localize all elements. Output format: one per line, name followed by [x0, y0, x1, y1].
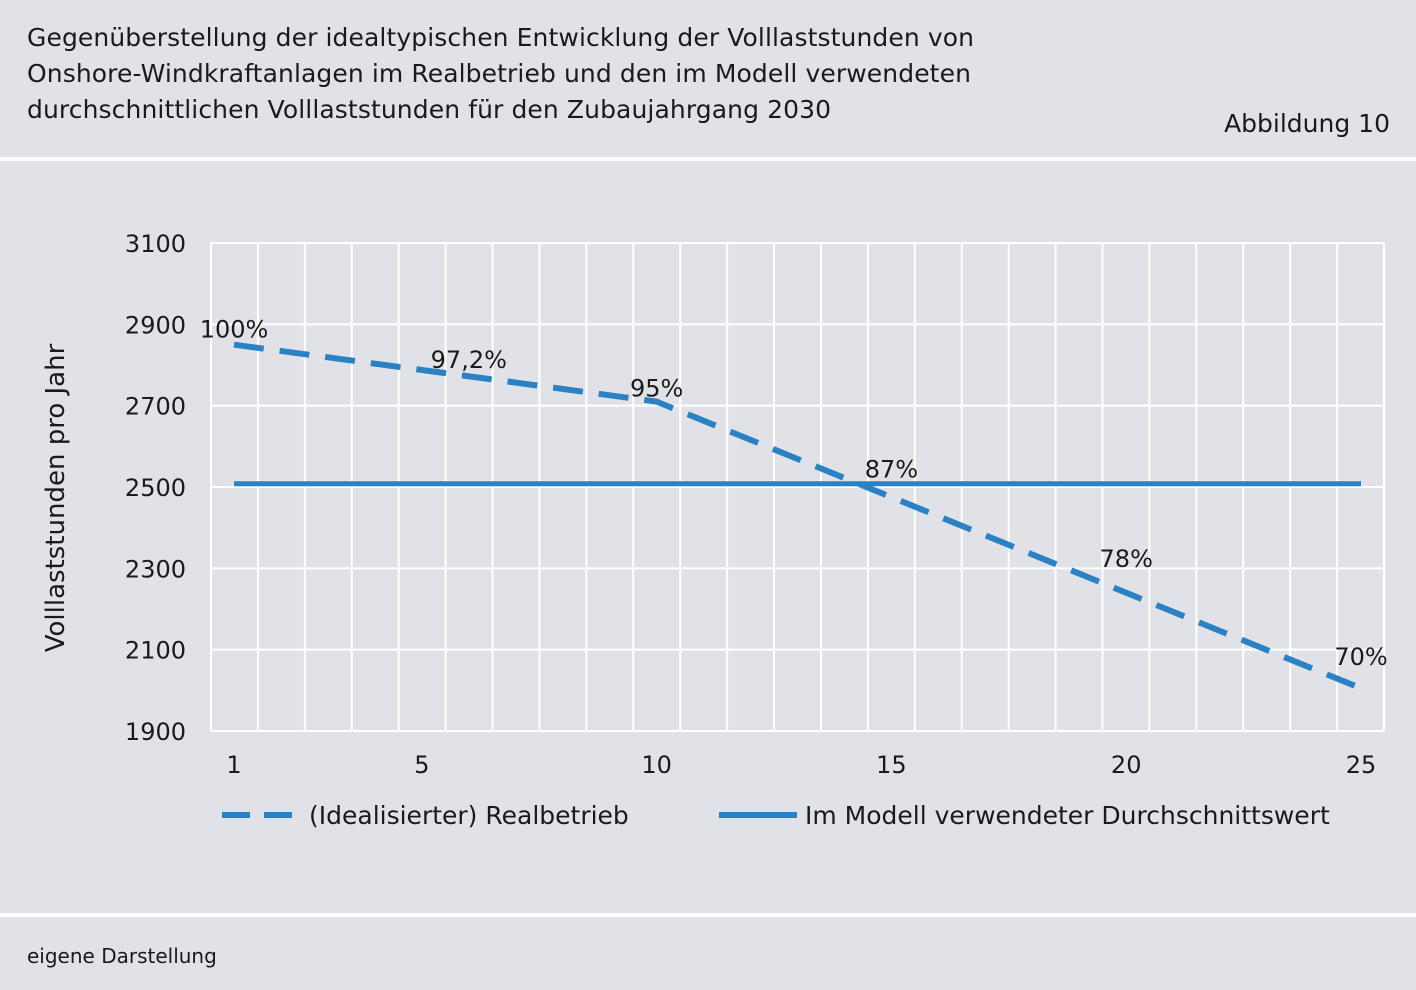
data-label: 87% — [865, 456, 918, 484]
title-line-2: Onshore-Windkraftanlagen im Realbetrieb … — [27, 59, 972, 88]
footer-divider — [0, 913, 1416, 917]
data-label: 95% — [630, 374, 683, 402]
x-tick-label: 10 — [641, 751, 672, 779]
chart-grid — [210, 242, 1385, 732]
figure-title: Gegenüberstellung der idealtypischen Ent… — [27, 20, 1027, 128]
y-tick-label: 3100 — [125, 230, 186, 258]
y-tick-label: 2300 — [125, 555, 186, 583]
chart-legend: (Idealisierter) Realbetrieb Im Modell ver… — [222, 801, 1330, 830]
x-tick-label: 20 — [1111, 751, 1142, 779]
y-axis-label: Volllaststunden pro Jahr — [41, 343, 71, 652]
title-line-3: durchschnittlichen Volllaststunden für d… — [27, 95, 832, 124]
chart-series — [233, 341, 1363, 692]
y-tick-label: 1900 — [125, 718, 186, 746]
y-tick-label: 2700 — [125, 393, 186, 421]
y-axis-ticks: 3100 2900 2700 2500 2300 2100 1900 — [125, 230, 186, 746]
figure-number: Abbildung 10 — [1224, 109, 1390, 138]
data-annotations: 100% 97,2% 95% 87% 78% 70% — [200, 315, 1388, 670]
x-tick-label: 5 — [414, 751, 429, 779]
y-tick-label: 2900 — [125, 311, 186, 339]
chart-area: 3100 2900 2700 2500 2300 2100 1900 1 5 10 15 20 25 … — [0, 161, 1416, 913]
data-label: 97,2% — [431, 346, 507, 374]
header-divider — [0, 157, 1416, 161]
title-line-1: Gegenüberstellung der idealtypischen Ent… — [27, 23, 975, 52]
legend-label: (Idealisierter) Realbetrieb — [309, 801, 629, 830]
data-label: 100% — [200, 315, 269, 343]
y-tick-label: 2100 — [125, 637, 186, 665]
x-tick-label: 25 — [1346, 751, 1377, 779]
x-axis-ticks: 1 5 10 15 20 25 — [226, 751, 1376, 779]
data-label: 78% — [1100, 545, 1153, 573]
figure-header: Gegenüberstellung der idealtypischen Ent… — [0, 0, 1416, 157]
x-tick-label: 15 — [876, 751, 907, 779]
legend-label: Im Modell verwendeter Durchschnittswert — [805, 801, 1330, 830]
y-tick-label: 2500 — [125, 474, 186, 502]
series-realbetrieb-line — [233, 341, 1363, 692]
source-note: eigene Darstellung — [27, 944, 217, 968]
data-label: 70% — [1334, 643, 1387, 671]
x-tick-label: 1 — [226, 751, 241, 779]
